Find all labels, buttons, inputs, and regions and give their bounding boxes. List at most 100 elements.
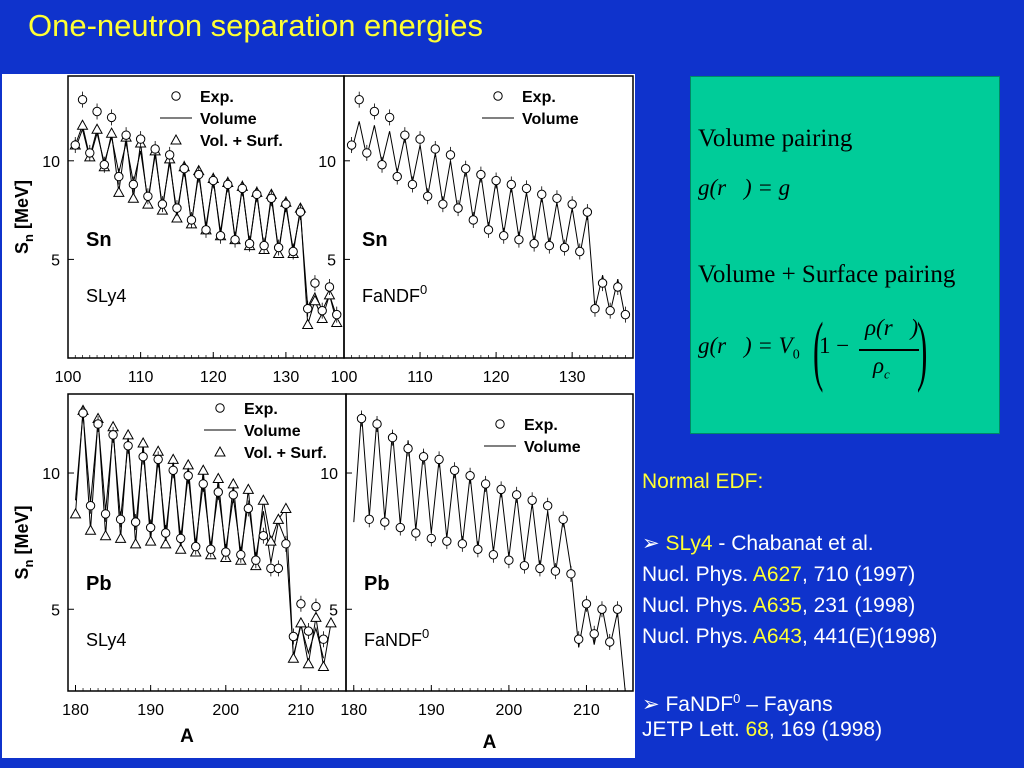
exp-point bbox=[356, 413, 367, 424]
jetp-volume: 68 bbox=[745, 718, 769, 741]
exp-point bbox=[384, 112, 395, 123]
sly4-authors: - Chabanat et al. bbox=[712, 532, 874, 555]
jetp-journal: JETP Lett. bbox=[642, 718, 746, 741]
exp-point bbox=[266, 193, 277, 203]
right-paren: ) bbox=[917, 306, 928, 393]
exp-point bbox=[128, 179, 139, 190]
exp-point bbox=[415, 134, 425, 144]
exp-point bbox=[70, 140, 80, 150]
exp-point bbox=[324, 282, 335, 292]
vol-surf-marker bbox=[317, 660, 330, 671]
exp-point bbox=[519, 560, 530, 571]
exp-point bbox=[491, 175, 501, 186]
exp-point bbox=[354, 94, 364, 105]
chart-panel-bottom-left: 180 190 200 210 5 10 Exp. Volume Vol. + Surf. Pb S… bbox=[12, 393, 347, 747]
vol-surf-marker bbox=[257, 494, 270, 505]
y-tick-label: 10 bbox=[318, 154, 336, 171]
fandf-authors: – Fayans bbox=[740, 693, 833, 716]
vol-surf-marker bbox=[167, 453, 180, 464]
exp-point bbox=[288, 631, 299, 642]
legend-vol-surf-marker bbox=[170, 133, 182, 145]
exp-point bbox=[442, 536, 452, 546]
exp-point bbox=[332, 309, 342, 320]
exp-point bbox=[369, 106, 380, 117]
exp-point bbox=[506, 179, 517, 190]
plot-area: 100 110 120 130 5 10 Exp. Volume Vol. + Surf. Sn S… bbox=[2, 74, 635, 758]
exp-point bbox=[597, 604, 607, 614]
x-tick-label: 210 bbox=[573, 702, 600, 719]
exp-point bbox=[483, 225, 494, 235]
y-axis-label: Sn [MeV] bbox=[12, 506, 36, 580]
exp-point bbox=[164, 150, 175, 160]
ref-rest: , 231 (1998) bbox=[801, 594, 916, 617]
vol-surf-marker bbox=[137, 437, 149, 448]
vol-surf-marker bbox=[309, 294, 321, 306]
vs-formula-den: ρ bbox=[873, 353, 885, 378]
exp-point bbox=[434, 454, 444, 465]
exp-point bbox=[138, 451, 148, 462]
exp-point bbox=[273, 563, 284, 574]
exp-point bbox=[215, 231, 226, 241]
vol-surf-marker bbox=[227, 477, 240, 489]
journal: Nucl. Phys. bbox=[642, 563, 753, 586]
x-tick-label: 120 bbox=[483, 369, 510, 386]
legend-label: Vol. + Surf. bbox=[200, 133, 283, 150]
references: Normal EDF: ➢ SLy4 - Chabanat et al. Nuc… bbox=[642, 466, 937, 745]
exp-point bbox=[480, 479, 491, 489]
exp-point bbox=[295, 207, 306, 217]
references-spacer bbox=[642, 497, 937, 528]
legend-label: Vol. + Surf. bbox=[244, 445, 327, 462]
vol-surf-marker bbox=[129, 537, 142, 549]
exp-point bbox=[566, 569, 576, 579]
legend-label: Exp. bbox=[524, 417, 558, 434]
fandf-name: FaNDF bbox=[665, 693, 734, 716]
exp-point bbox=[426, 533, 437, 544]
vs-formula-sub: 0 bbox=[792, 347, 800, 363]
exp-point bbox=[392, 171, 402, 182]
exp-point bbox=[496, 484, 506, 495]
legend-vol-surf-marker bbox=[214, 445, 226, 457]
exp-point bbox=[121, 130, 131, 140]
x-tick-label: 190 bbox=[418, 702, 445, 719]
exp-point bbox=[544, 240, 555, 251]
exp-point bbox=[362, 148, 372, 158]
exp-point bbox=[201, 225, 211, 235]
model-label: SLy4 bbox=[86, 630, 126, 650]
exp-point bbox=[179, 163, 189, 174]
exp-point bbox=[605, 305, 615, 316]
legend-exp-marker bbox=[215, 403, 225, 413]
exp-point bbox=[310, 278, 320, 288]
vol-surf-marker bbox=[76, 119, 89, 130]
vs-formula-numerator: ρ(r⃗) bbox=[865, 315, 919, 340]
volume-pairing-formula: g(r⃗) = g bbox=[698, 175, 791, 200]
legend-label: Exp. bbox=[244, 401, 278, 418]
x-tick-label: 200 bbox=[496, 702, 523, 719]
x-axis-label: A bbox=[483, 732, 497, 753]
ref-3: Nucl. Phys. A643, 441(E)(1998) bbox=[642, 621, 937, 652]
y-tick-label: 5 bbox=[51, 602, 60, 619]
exp-point bbox=[176, 533, 186, 544]
x-tick-label: 120 bbox=[200, 369, 227, 386]
y-tick-label: 5 bbox=[51, 252, 60, 269]
exp-point bbox=[273, 242, 284, 253]
exp-point bbox=[100, 509, 111, 519]
exp-point bbox=[453, 203, 463, 213]
exp-point bbox=[422, 191, 433, 201]
exp-point bbox=[445, 150, 456, 160]
exp-point bbox=[123, 441, 133, 451]
exp-point bbox=[537, 189, 547, 200]
x-tick-label: 190 bbox=[137, 702, 164, 719]
y-axis-label-unit: [MeV] bbox=[12, 180, 32, 234]
legend-label: Exp. bbox=[200, 89, 234, 106]
y-tick-label: 5 bbox=[329, 602, 338, 619]
vol-surf-marker bbox=[212, 472, 225, 483]
vs-formula-denominator: ρc bbox=[873, 353, 890, 383]
vol-surf-marker bbox=[105, 127, 118, 138]
left-paren: ( bbox=[813, 306, 824, 393]
exp-point bbox=[372, 419, 382, 429]
exp-point bbox=[223, 179, 233, 190]
exp-point bbox=[85, 148, 95, 158]
exp-point bbox=[108, 430, 118, 440]
y-tick-label: 5 bbox=[327, 252, 336, 269]
